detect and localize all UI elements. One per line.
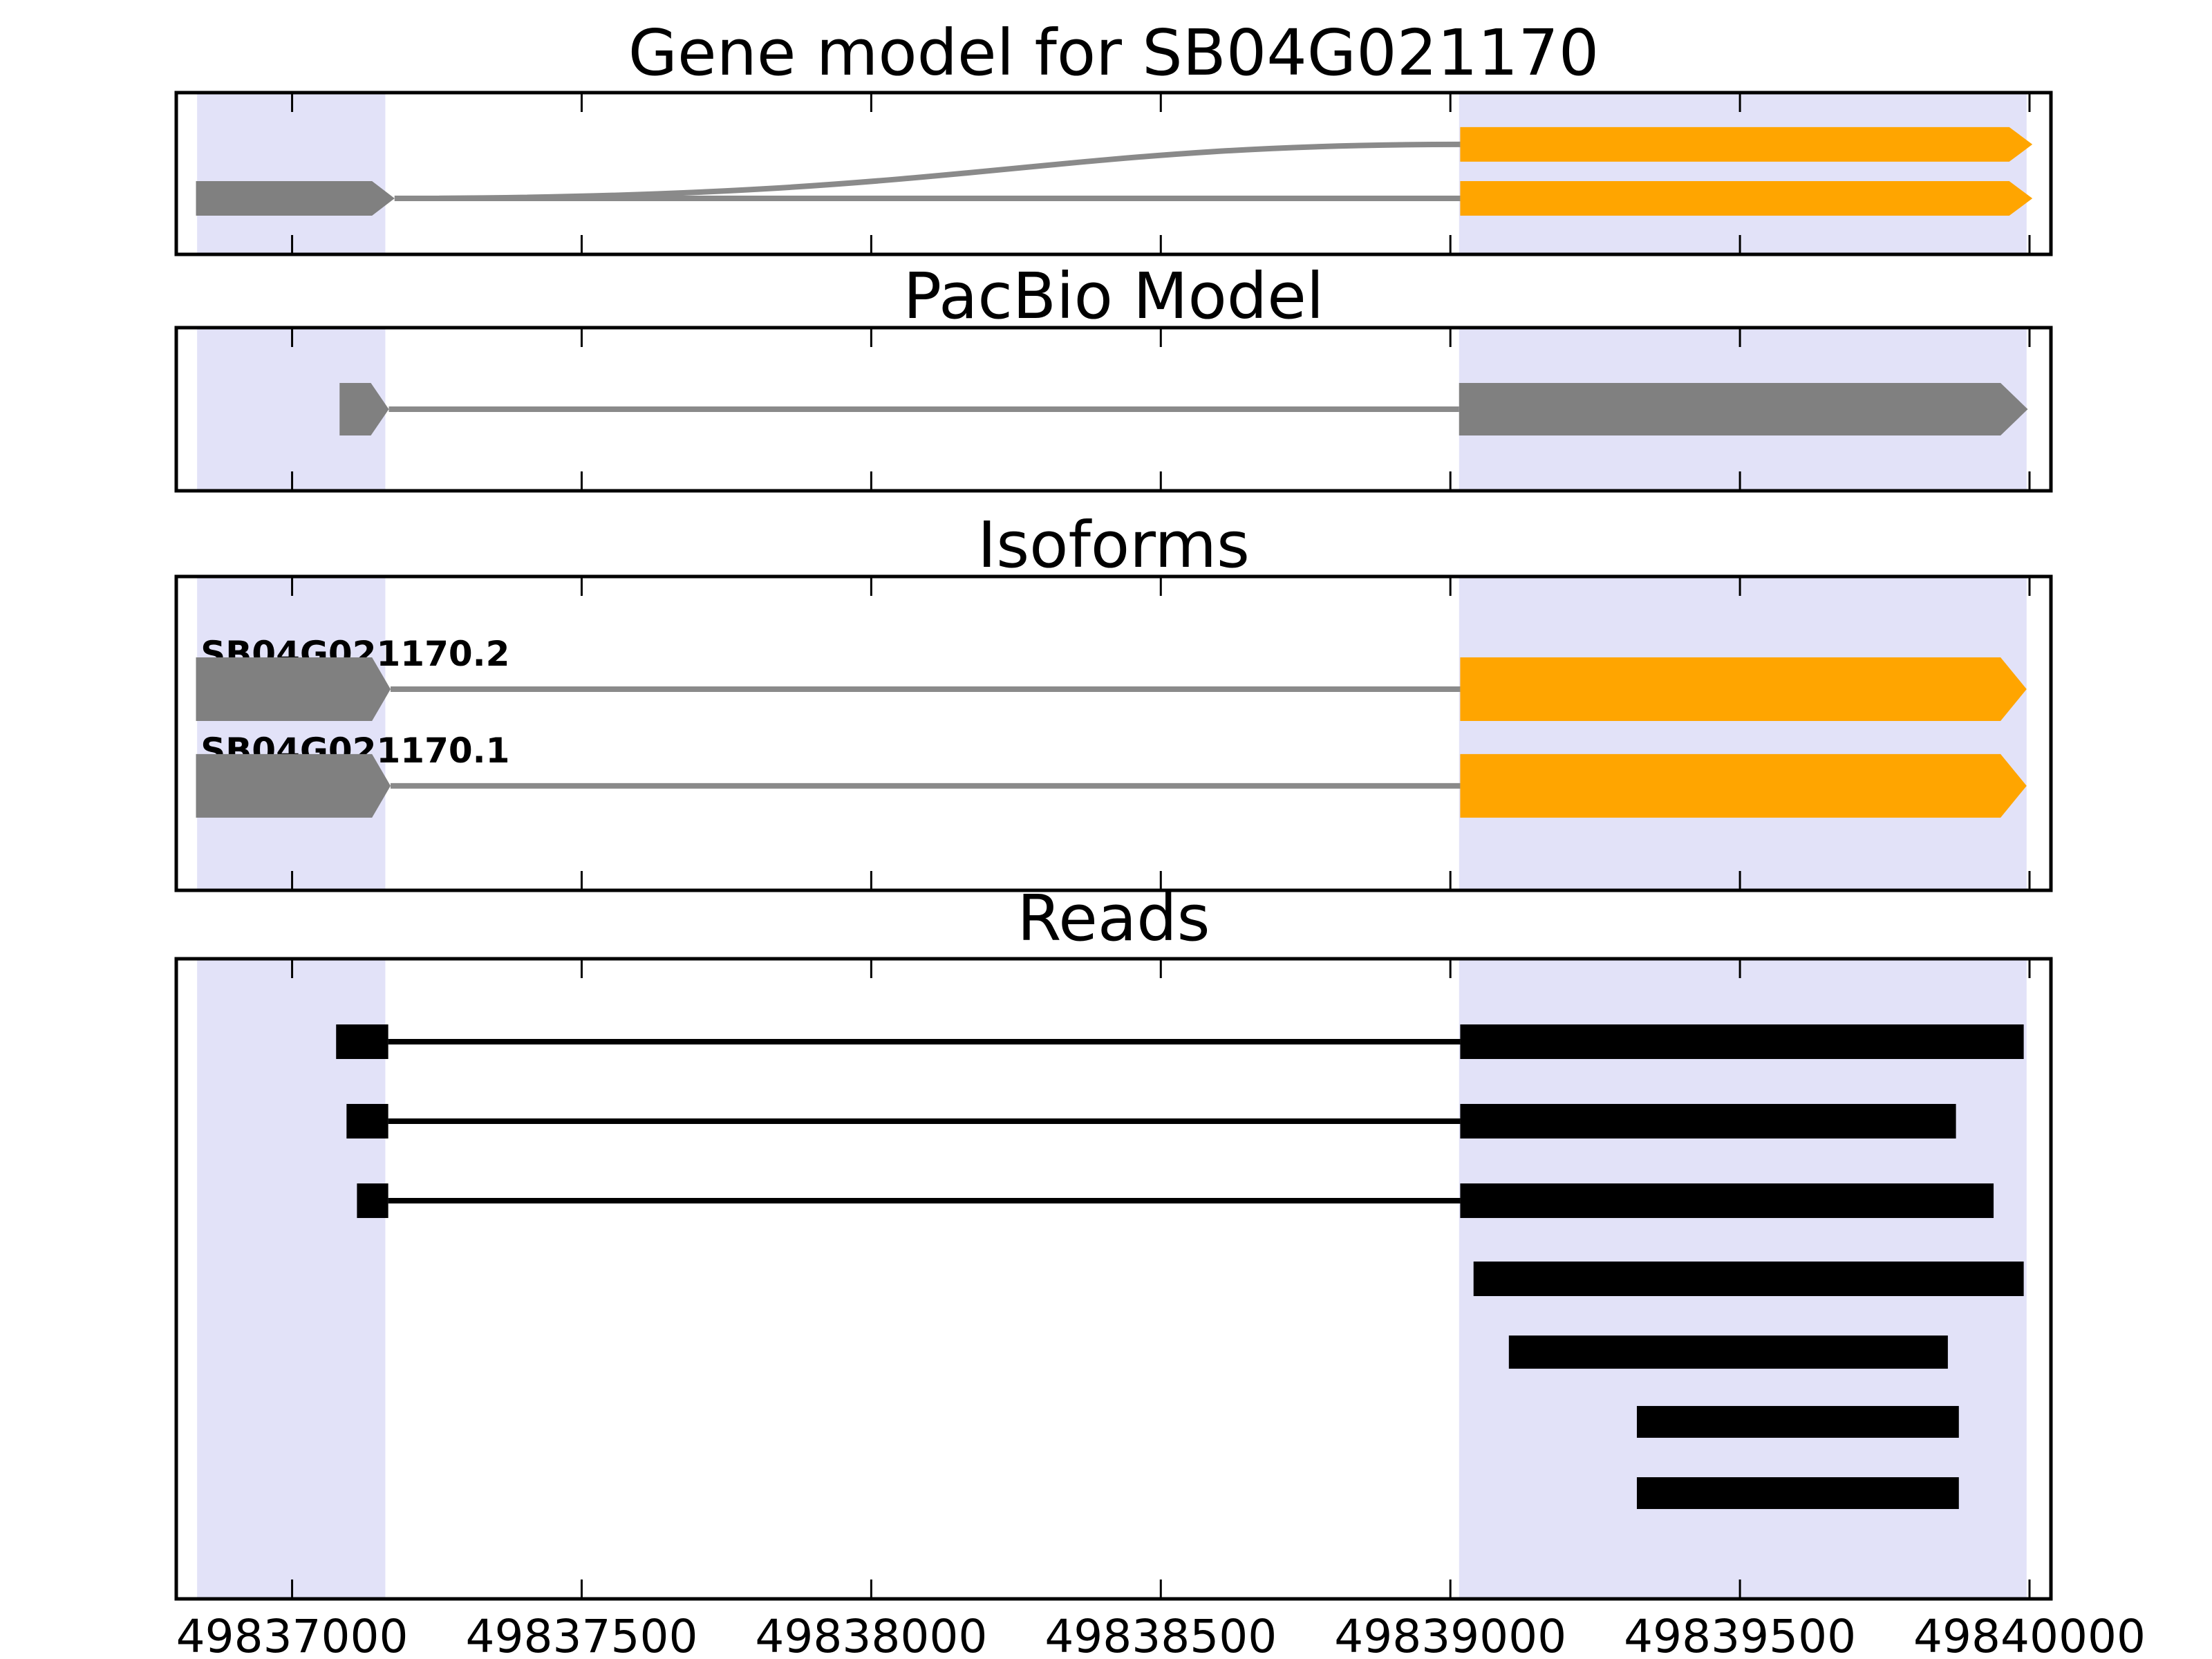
highlight-region [197, 959, 386, 1599]
read-bar [1636, 1405, 1959, 1438]
gene-model-exon-arrow [1460, 181, 2033, 216]
read-block [357, 1183, 388, 1219]
isoforms-exon-arrow [196, 753, 391, 818]
isoforms-exon-arrow [1460, 657, 2027, 721]
x-tick-label: 49838000 [755, 1610, 987, 1659]
x-tick-label: 49837500 [466, 1610, 698, 1659]
x-tick-label: 49838500 [1044, 1610, 1277, 1659]
x-tick-label: 49839500 [1624, 1610, 1856, 1659]
read-block [346, 1104, 388, 1139]
x-tick-label: 49840000 [1913, 1610, 2146, 1659]
read-bar [1473, 1262, 2024, 1296]
x-tick-label: 49837000 [176, 1610, 409, 1659]
panel-title-gene-model: Gene model for SB04G021170 [628, 16, 1600, 90]
panel-border [174, 326, 2053, 493]
x-tick-label: 49839000 [1334, 1610, 1566, 1659]
highlight-region [197, 93, 386, 254]
highlight-region [1459, 93, 2027, 254]
isoforms-exon-arrow [1460, 753, 2027, 818]
read-bar [1460, 1104, 1956, 1139]
pacbio-model-exon-arrow [339, 383, 389, 435]
gene-model-exon-arrow [1460, 126, 2033, 162]
read-bar [1460, 1024, 2024, 1060]
panel-title-reads: Reads [1017, 881, 1210, 955]
isoforms-exon-arrow [196, 657, 391, 721]
highlight-region [197, 577, 386, 890]
panel-reads: Reads [174, 881, 2053, 1601]
pacbio-model-exon-arrow [1459, 383, 2028, 435]
read-bar [1636, 1477, 1959, 1510]
panel-border [174, 574, 2053, 892]
gene-model-exon-arrow [196, 181, 395, 216]
panel-gene-model: Gene model for SB04G021170 [174, 16, 2053, 256]
read-block [336, 1024, 388, 1060]
panel-border [174, 957, 2053, 1601]
panel-title-isoforms: Isoforms [977, 508, 1250, 582]
gene-model-intron-curve [394, 141, 1461, 202]
read-bar [1460, 1183, 1994, 1219]
panel-pacbio-model: PacBio Model [174, 259, 2053, 493]
highlight-region [1459, 577, 2027, 890]
panel-border [174, 91, 2053, 256]
read-bar [1508, 1335, 1948, 1369]
panel-title-pacbio-model: PacBio Model [903, 259, 1324, 333]
